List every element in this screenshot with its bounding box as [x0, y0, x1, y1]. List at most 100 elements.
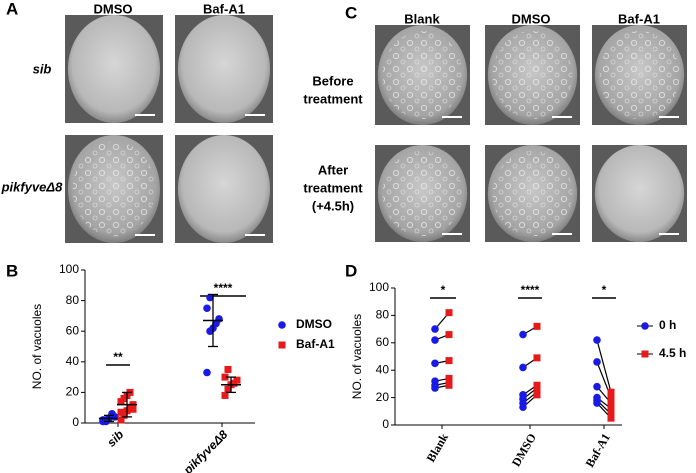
data-point: [533, 354, 541, 362]
x-tick-label: sib: [104, 427, 126, 449]
y-tick-label: 100: [369, 280, 389, 294]
y-tick-label: 20: [376, 390, 390, 404]
column-label: DMSO: [94, 1, 133, 16]
data-point: [445, 331, 453, 339]
significance-label: ****: [214, 281, 233, 295]
data-point: [607, 414, 615, 422]
y-tick-label: 20: [66, 385, 80, 399]
data-point: [593, 382, 601, 391]
legend-label: 4.5 h: [659, 346, 686, 360]
micrograph: [67, 15, 161, 123]
panel-letter: D: [345, 261, 357, 280]
row-label: After: [318, 162, 348, 177]
y-tick-label: 0: [72, 415, 79, 429]
column-label: Blank: [404, 11, 440, 26]
data-point: [431, 336, 439, 344]
data-point: [593, 358, 601, 366]
significance-label: ****: [521, 283, 540, 297]
data-point: [519, 330, 527, 339]
vesicles: [72, 141, 156, 237]
legend-label: 0 h: [659, 318, 676, 332]
data-point: [593, 336, 601, 344]
legend-label: Baf-A1: [296, 337, 335, 351]
data-point: [117, 408, 125, 416]
micrograph: [594, 145, 685, 242]
data-point: [431, 359, 439, 368]
data-point: [233, 376, 241, 384]
data-point: [607, 394, 615, 402]
row-label: treatment: [303, 91, 363, 106]
y-tick-label: 60: [376, 335, 390, 349]
y-tick-label: 80: [376, 308, 390, 322]
data-point: [129, 405, 137, 413]
data-point: [221, 373, 229, 381]
y-tick-label: 60: [66, 323, 80, 337]
y-axis-label: NO. of vacuoles: [30, 304, 44, 389]
significance-label: *: [441, 283, 446, 297]
legend-marker: [641, 322, 649, 330]
data-point: [221, 391, 229, 399]
panel-letter: C: [345, 3, 357, 22]
legend-label: DMSO: [296, 317, 332, 331]
legend-marker: [278, 321, 286, 329]
y-tick-label: 40: [376, 362, 390, 376]
x-tick-label: DMSO: [509, 431, 539, 469]
data-point: [519, 363, 527, 372]
column-label: Baf-A1: [203, 1, 245, 16]
row-label: sib: [33, 61, 52, 76]
vesicles: [492, 150, 573, 237]
micrograph: [177, 135, 271, 243]
data-point: [224, 365, 232, 373]
row-label: Before: [312, 73, 353, 88]
significance-label: *: [602, 283, 607, 297]
data-point: [203, 368, 211, 377]
vesicles: [382, 150, 463, 237]
data-point: [607, 399, 615, 407]
data-point: [431, 325, 439, 333]
data-point: [533, 381, 541, 389]
data-point: [445, 309, 453, 317]
data-point: [203, 304, 211, 313]
vesicles: [599, 31, 680, 119]
data-point: [431, 377, 439, 385]
x-tick-label: pikfyveΔ8: [180, 427, 230, 473]
data-point: [607, 410, 615, 418]
significance-label: **: [113, 350, 123, 364]
x-tick-label: Blank: [424, 431, 452, 465]
row-label: treatment: [303, 180, 363, 195]
y-tick-label: 40: [66, 354, 80, 368]
panel-letter: A: [6, 0, 18, 18]
legend-marker: [641, 350, 649, 358]
y-tick-label: 0: [382, 417, 389, 431]
micrographs: [65, 15, 687, 243]
data-point: [117, 416, 125, 424]
data-point: [445, 357, 453, 365]
legend-marker: [278, 341, 286, 349]
micrograph: [177, 15, 271, 123]
data-point: [519, 391, 527, 399]
panel-letter: B: [6, 261, 18, 280]
data-point: [445, 374, 453, 382]
data-point: [607, 388, 615, 396]
column-label: Baf-A1: [618, 11, 660, 26]
y-tick-label: 100: [59, 262, 79, 276]
pair-line: [596, 339, 612, 393]
column-label: DMSO: [512, 11, 551, 26]
x-tick-label: Baf-A1: [583, 431, 613, 470]
y-tick-label: 80: [66, 293, 80, 307]
y-axis-label: NO. of vacuoles: [350, 314, 364, 399]
data-point: [533, 388, 541, 396]
data-point: [593, 393, 601, 402]
data-point: [607, 405, 615, 413]
row-label: pikfyveΔ8: [1, 179, 64, 194]
vesicles: [382, 31, 463, 119]
vesicles: [492, 31, 573, 119]
row-label: (+4.5h): [312, 198, 354, 213]
data-point: [215, 315, 223, 323]
data-point: [224, 385, 232, 393]
data-point: [445, 379, 453, 387]
data-point: [533, 322, 541, 330]
data-point: [206, 293, 214, 302]
